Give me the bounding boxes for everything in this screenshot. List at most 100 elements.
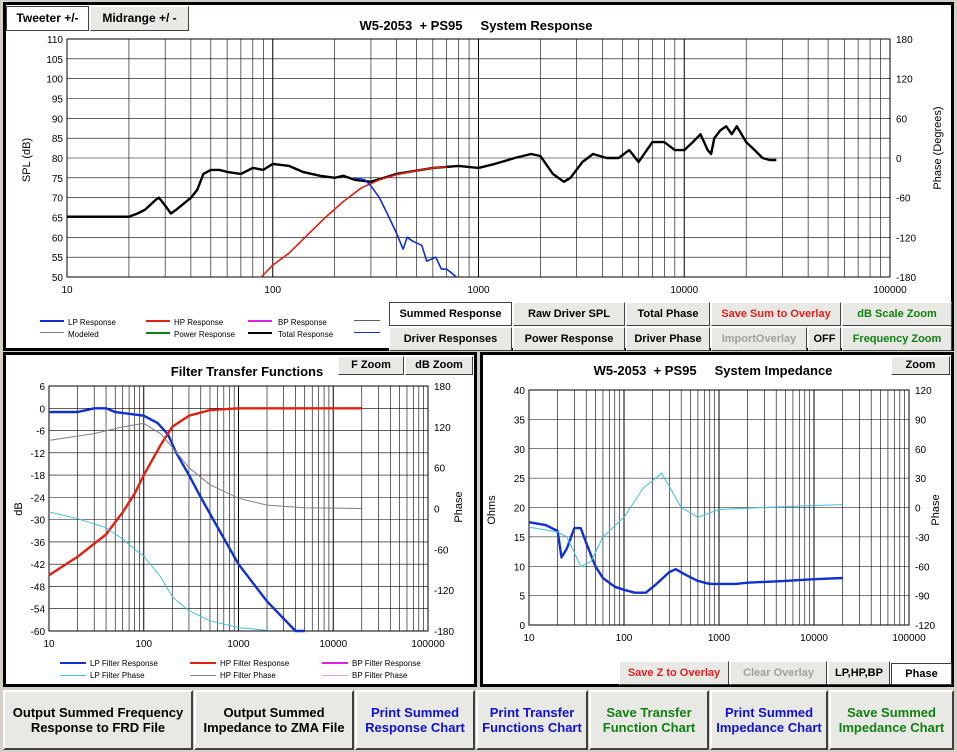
power-legend-label: Power Response bbox=[174, 330, 235, 339]
hp-legend-swatch bbox=[146, 320, 170, 322]
ft-plot-border bbox=[48, 385, 429, 632]
ft-y-tick: -54 bbox=[31, 605, 46, 616]
print-summed-response-button[interactable]: Print Summed Response Chart bbox=[355, 690, 475, 750]
ft-y2-tick: -180 bbox=[434, 627, 454, 638]
im-x-tick: 1000 bbox=[708, 633, 731, 644]
sr-y-tick: 75 bbox=[52, 174, 64, 185]
total-phase-button[interactable]: Total Phase bbox=[626, 302, 710, 326]
sr-y-tick: 105 bbox=[46, 55, 63, 66]
db-scale-zoom-button[interactable]: dB Scale Zoom bbox=[842, 302, 952, 326]
clear-overlay-button[interactable]: Clear Overlay bbox=[730, 661, 827, 685]
ft-x-tick: 1000 bbox=[227, 639, 250, 650]
lp-filter-phase-curve bbox=[48, 511, 268, 631]
ft-y-tick: -6 bbox=[36, 427, 45, 438]
sr-y-tick: 100 bbox=[46, 75, 63, 86]
hp-phase-legend-swatch bbox=[190, 675, 216, 676]
filter-phase-axis-label: Phase bbox=[453, 491, 465, 522]
sr-x-tick: 100 bbox=[264, 285, 281, 296]
lp-hp-bp-button[interactable]: LP,HP,BP bbox=[828, 661, 890, 685]
ft-y2-tick: 60 bbox=[434, 464, 446, 475]
im-y2-tick: -90 bbox=[915, 592, 930, 603]
power-response-button[interactable]: Power Response bbox=[513, 327, 625, 351]
summed-response-button[interactable]: Summed Response bbox=[389, 302, 512, 326]
output-zma-button[interactable]: Output Summed Impedance to ZMA File bbox=[194, 690, 354, 750]
tab-midrange[interactable]: Midrange +/ - bbox=[90, 6, 189, 31]
print-transfer-functions-button[interactable]: Print Transfer Functions Chart bbox=[476, 690, 588, 750]
im-y-tick: 0 bbox=[519, 621, 525, 632]
driver-responses-button[interactable]: Driver Responses bbox=[389, 327, 512, 351]
frequency-zoom-button[interactable]: Frequency Zoom bbox=[842, 327, 952, 351]
sr-y2-tick: 60 bbox=[896, 114, 908, 125]
save-z-overlay-button[interactable]: Save Z to Overlay bbox=[619, 661, 729, 685]
ft-y-tick: 6 bbox=[39, 382, 45, 393]
bp-legend-label: BP Response bbox=[278, 318, 327, 327]
spl-axis-label: SPL (dB) bbox=[21, 138, 33, 182]
sr-y-tick: 110 bbox=[47, 35, 63, 46]
output-frd-button[interactable]: Output Summed Frequency Response to FRD … bbox=[3, 690, 193, 750]
ft-y-tick: -42 bbox=[31, 560, 46, 571]
impedance-panel bbox=[480, 352, 954, 687]
impedance-chart: W5-2053 + PS95 System Impedance 40 35 30 25… bbox=[486, 363, 942, 644]
extra-legend-swatch-1 bbox=[354, 320, 380, 321]
hp-response-curve bbox=[260, 165, 447, 278]
im-x-tick: 10 bbox=[523, 633, 535, 644]
raw-driver-spl-button[interactable]: Raw Driver SPL bbox=[513, 302, 625, 326]
bp-filter-legend-swatch bbox=[322, 662, 348, 664]
ft-y-tick: -12 bbox=[31, 449, 46, 460]
sr-y2-tick: 120 bbox=[896, 75, 913, 86]
print-summed-impedance-button[interactable]: Print Summed Impedance Chart bbox=[710, 690, 828, 750]
im-y-tick: 25 bbox=[514, 474, 526, 485]
im-y2-tick: 90 bbox=[915, 415, 927, 426]
lp-legend-swatch bbox=[40, 320, 64, 322]
sr-x-tick: 1000 bbox=[467, 285, 490, 296]
im-y2-tick: -120 bbox=[915, 621, 935, 632]
hp-filter-legend-label: HP Filter Response bbox=[220, 659, 290, 668]
im-y2-tick: 0 bbox=[915, 504, 921, 515]
hp-filter-phase-curve bbox=[48, 422, 362, 509]
ft-y-tick: -30 bbox=[31, 516, 46, 527]
ft-y2-tick: -60 bbox=[434, 545, 449, 556]
phase-button[interactable]: Phase bbox=[891, 663, 952, 685]
sr-y2-tick: -60 bbox=[896, 194, 911, 205]
sr-y-tick: 95 bbox=[52, 95, 64, 106]
im-x-tick: 10000 bbox=[800, 633, 828, 644]
bp-phase-legend-swatch bbox=[322, 675, 348, 676]
sr-x-tick: 10000 bbox=[670, 285, 698, 296]
sr-y-tick: 60 bbox=[52, 233, 64, 244]
im-y-tick: 10 bbox=[514, 562, 526, 573]
sr-y-tick: 50 bbox=[52, 273, 64, 284]
sr-y2-tick: 180 bbox=[896, 35, 913, 46]
sr-y2-tick: -180 bbox=[896, 273, 916, 284]
hp-legend-label: HP Response bbox=[174, 318, 224, 327]
ft-y-tick: -18 bbox=[31, 471, 46, 482]
overlay-off-button[interactable]: OFF bbox=[808, 327, 841, 351]
power-legend-swatch bbox=[146, 332, 170, 334]
db-zoom-button[interactable]: dB Zoom bbox=[405, 356, 473, 375]
ft-x-tick: 100 bbox=[135, 639, 152, 650]
sr-y-tick: 85 bbox=[52, 134, 64, 145]
im-y2-tick: 60 bbox=[915, 445, 927, 456]
driver-phase-button[interactable]: Driver Phase bbox=[626, 327, 710, 351]
im-y-tick: 15 bbox=[514, 533, 526, 544]
ft-x-tick: 10 bbox=[43, 639, 55, 650]
ft-y2-tick: 180 bbox=[434, 382, 451, 393]
sr-y-tick: 65 bbox=[52, 214, 64, 225]
sr-y-tick: 80 bbox=[52, 154, 64, 165]
import-overlay-button[interactable]: ImportOverlay bbox=[711, 327, 807, 351]
ft-y-tick: -48 bbox=[31, 582, 46, 593]
save-sum-overlay-button[interactable]: Save Sum to Overlay bbox=[711, 302, 841, 326]
total-response-curve bbox=[67, 125, 777, 218]
save-transfer-function-button[interactable]: Save Transfer Function Chart bbox=[589, 690, 709, 750]
impedance-zoom-button[interactable]: Zoom bbox=[891, 356, 950, 375]
f-zoom-button[interactable]: F Zoom bbox=[338, 356, 404, 375]
ft-y-tick: 0 bbox=[39, 404, 45, 415]
ft-y-tick: -36 bbox=[31, 538, 46, 549]
im-y-tick: 5 bbox=[519, 592, 525, 603]
impedance-magnitude-curve bbox=[528, 521, 843, 594]
tab-tweeter[interactable]: Tweeter +/- bbox=[6, 6, 89, 31]
im-y-tick: 35 bbox=[514, 415, 526, 426]
im-y2-tick: -60 bbox=[915, 562, 930, 573]
ft-y2-tick: 0 bbox=[434, 505, 440, 516]
save-summed-impedance-button[interactable]: Save Summed Impedance Chart bbox=[829, 690, 954, 750]
sr-x-tick: 100000 bbox=[873, 285, 907, 296]
